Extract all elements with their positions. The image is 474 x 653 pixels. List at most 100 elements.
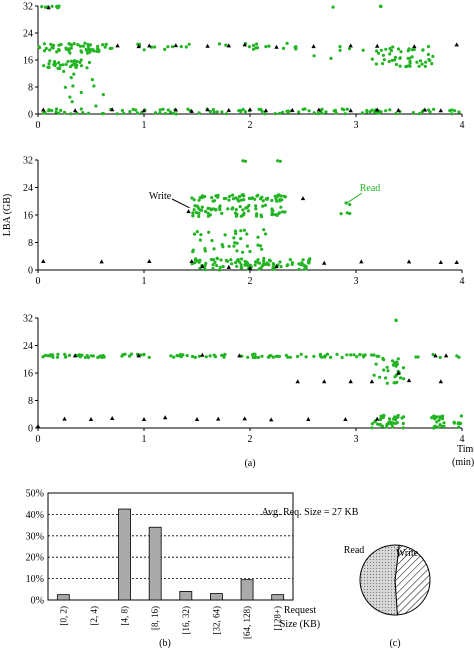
read-point	[390, 58, 394, 63]
read-point	[223, 233, 227, 237]
write-point	[375, 43, 380, 48]
write-point	[359, 259, 364, 264]
read-point	[250, 196, 255, 200]
write-point	[72, 108, 78, 113]
read-point	[316, 112, 320, 116]
read-point	[210, 196, 214, 200]
y-tick-label: 24	[23, 29, 33, 40]
read-point	[395, 415, 399, 419]
read-point	[59, 108, 63, 112]
read-point	[426, 52, 430, 57]
read-point	[242, 211, 246, 215]
read-point	[212, 247, 216, 251]
read-point	[244, 206, 248, 210]
read-point	[394, 318, 398, 322]
read-point	[70, 100, 74, 104]
y-tick-label: 32	[23, 2, 33, 13]
read-point	[168, 110, 173, 114]
read-point	[170, 45, 175, 49]
caption-a: (a)	[244, 458, 255, 469]
read-point	[243, 110, 247, 114]
read-point	[235, 241, 239, 245]
read-point	[293, 45, 297, 49]
read-point	[394, 62, 398, 67]
read-point	[256, 258, 260, 262]
read-point	[438, 416, 442, 420]
write-point	[438, 108, 443, 113]
read-point	[420, 110, 424, 114]
read-point	[161, 107, 165, 111]
read-point	[271, 355, 276, 359]
read-point	[238, 260, 242, 264]
write-point	[343, 417, 348, 422]
read-point	[187, 42, 191, 46]
read-point	[58, 66, 62, 70]
read-point	[241, 107, 245, 111]
read-point	[260, 109, 264, 113]
read-point	[391, 45, 395, 49]
read-point	[288, 355, 292, 359]
read-point	[282, 194, 286, 198]
read-point	[304, 264, 308, 269]
read-point	[268, 354, 272, 358]
read-point	[264, 45, 268, 49]
x-tick-label: 2	[248, 120, 253, 131]
read-point	[217, 206, 222, 210]
read-point	[401, 426, 405, 430]
read-point	[42, 64, 46, 68]
read-point	[47, 108, 51, 112]
read-point	[259, 244, 263, 248]
read-point	[323, 354, 327, 358]
read-point	[378, 423, 382, 427]
read-point	[233, 229, 238, 233]
read-point	[59, 42, 63, 47]
annotation-read-arrow	[347, 192, 363, 204]
read-point	[55, 50, 59, 54]
read-point	[79, 90, 83, 95]
read-point	[297, 267, 301, 271]
read-point	[43, 111, 47, 115]
read-point	[281, 210, 285, 214]
read-point	[264, 232, 268, 236]
read-point	[345, 211, 349, 215]
read-point	[412, 47, 416, 52]
read-point	[420, 62, 424, 66]
write-point	[274, 264, 279, 269]
write-point	[194, 417, 200, 422]
read-point	[121, 353, 125, 357]
read-point	[103, 45, 107, 49]
read-point	[352, 353, 356, 357]
read-point	[236, 258, 240, 262]
read-point	[452, 421, 456, 425]
read-point	[179, 45, 183, 49]
read-point	[365, 110, 369, 114]
read-point	[190, 196, 194, 200]
read-point	[47, 62, 51, 66]
scatter-panel-bottom: 0 8 16 24 32 0 1 2 3 4	[23, 314, 465, 446]
read-point	[239, 229, 243, 233]
read-point	[393, 58, 397, 62]
read-point	[74, 65, 78, 69]
read-point	[253, 355, 258, 359]
read-point	[307, 258, 311, 263]
read-point	[427, 58, 431, 62]
time-label-line2: (min)	[452, 457, 474, 468]
read-point	[437, 418, 441, 422]
read-point	[83, 41, 87, 45]
read-point	[431, 352, 435, 357]
read-point	[281, 110, 285, 114]
x-tick-label: 0	[36, 120, 41, 131]
read-point	[122, 111, 126, 115]
y-tick-label: 16	[23, 369, 33, 380]
read-point	[224, 112, 229, 116]
read-point	[199, 233, 203, 237]
read-point	[297, 262, 301, 266]
x-tick-label: 3	[354, 434, 359, 445]
x-tick-label: 3	[354, 120, 359, 131]
read-point	[417, 64, 421, 68]
write-point	[396, 107, 401, 112]
read-point	[196, 206, 200, 210]
write-point	[110, 415, 115, 420]
bar-category-label: [16, 32)	[181, 606, 191, 635]
read-point	[388, 46, 392, 51]
